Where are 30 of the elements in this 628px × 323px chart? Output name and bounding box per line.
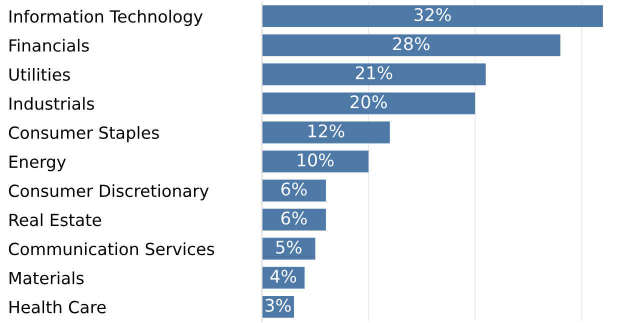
data-label: 12%: [308, 124, 344, 138]
data-label: 6%: [281, 182, 307, 196]
y-tick-label: Information Technology: [10, 10, 203, 26]
data-label: 3%: [266, 298, 291, 312]
bar: [262, 63, 486, 86]
bar: [262, 208, 326, 231]
data-label: 32%: [414, 8, 451, 22]
bar: [262, 150, 369, 172]
data-label: 20%: [350, 95, 387, 108]
bar: [262, 122, 390, 144]
y-tick-label: Industrials: [10, 97, 94, 110]
y-tick-label: Utilities: [9, 68, 70, 81]
data-label: 4%: [270, 270, 296, 283]
y-tick-label: Communication Services: [8, 242, 214, 256]
y-tick-label: Real Estate: [10, 213, 102, 226]
data-label: 5%: [276, 240, 302, 254]
y-tick-label: Consumer Discretionary: [8, 184, 209, 200]
y-tick-label: Energy: [10, 156, 66, 172]
bar: [262, 5, 603, 28]
bar: [262, 92, 476, 114]
bar: [262, 34, 560, 56]
y-tick-label: Consumer Staples: [8, 126, 159, 142]
data-label: 21%: [356, 66, 392, 80]
y-tick-label: Financials: [10, 38, 89, 52]
data-label: 28%: [393, 37, 430, 50]
bar: [262, 180, 326, 202]
data-label: 6%: [281, 212, 307, 225]
y-tick-label: Materials: [10, 271, 84, 284]
y-tick-label: Health Care: [10, 300, 106, 314]
data-label: 10%: [298, 153, 334, 167]
